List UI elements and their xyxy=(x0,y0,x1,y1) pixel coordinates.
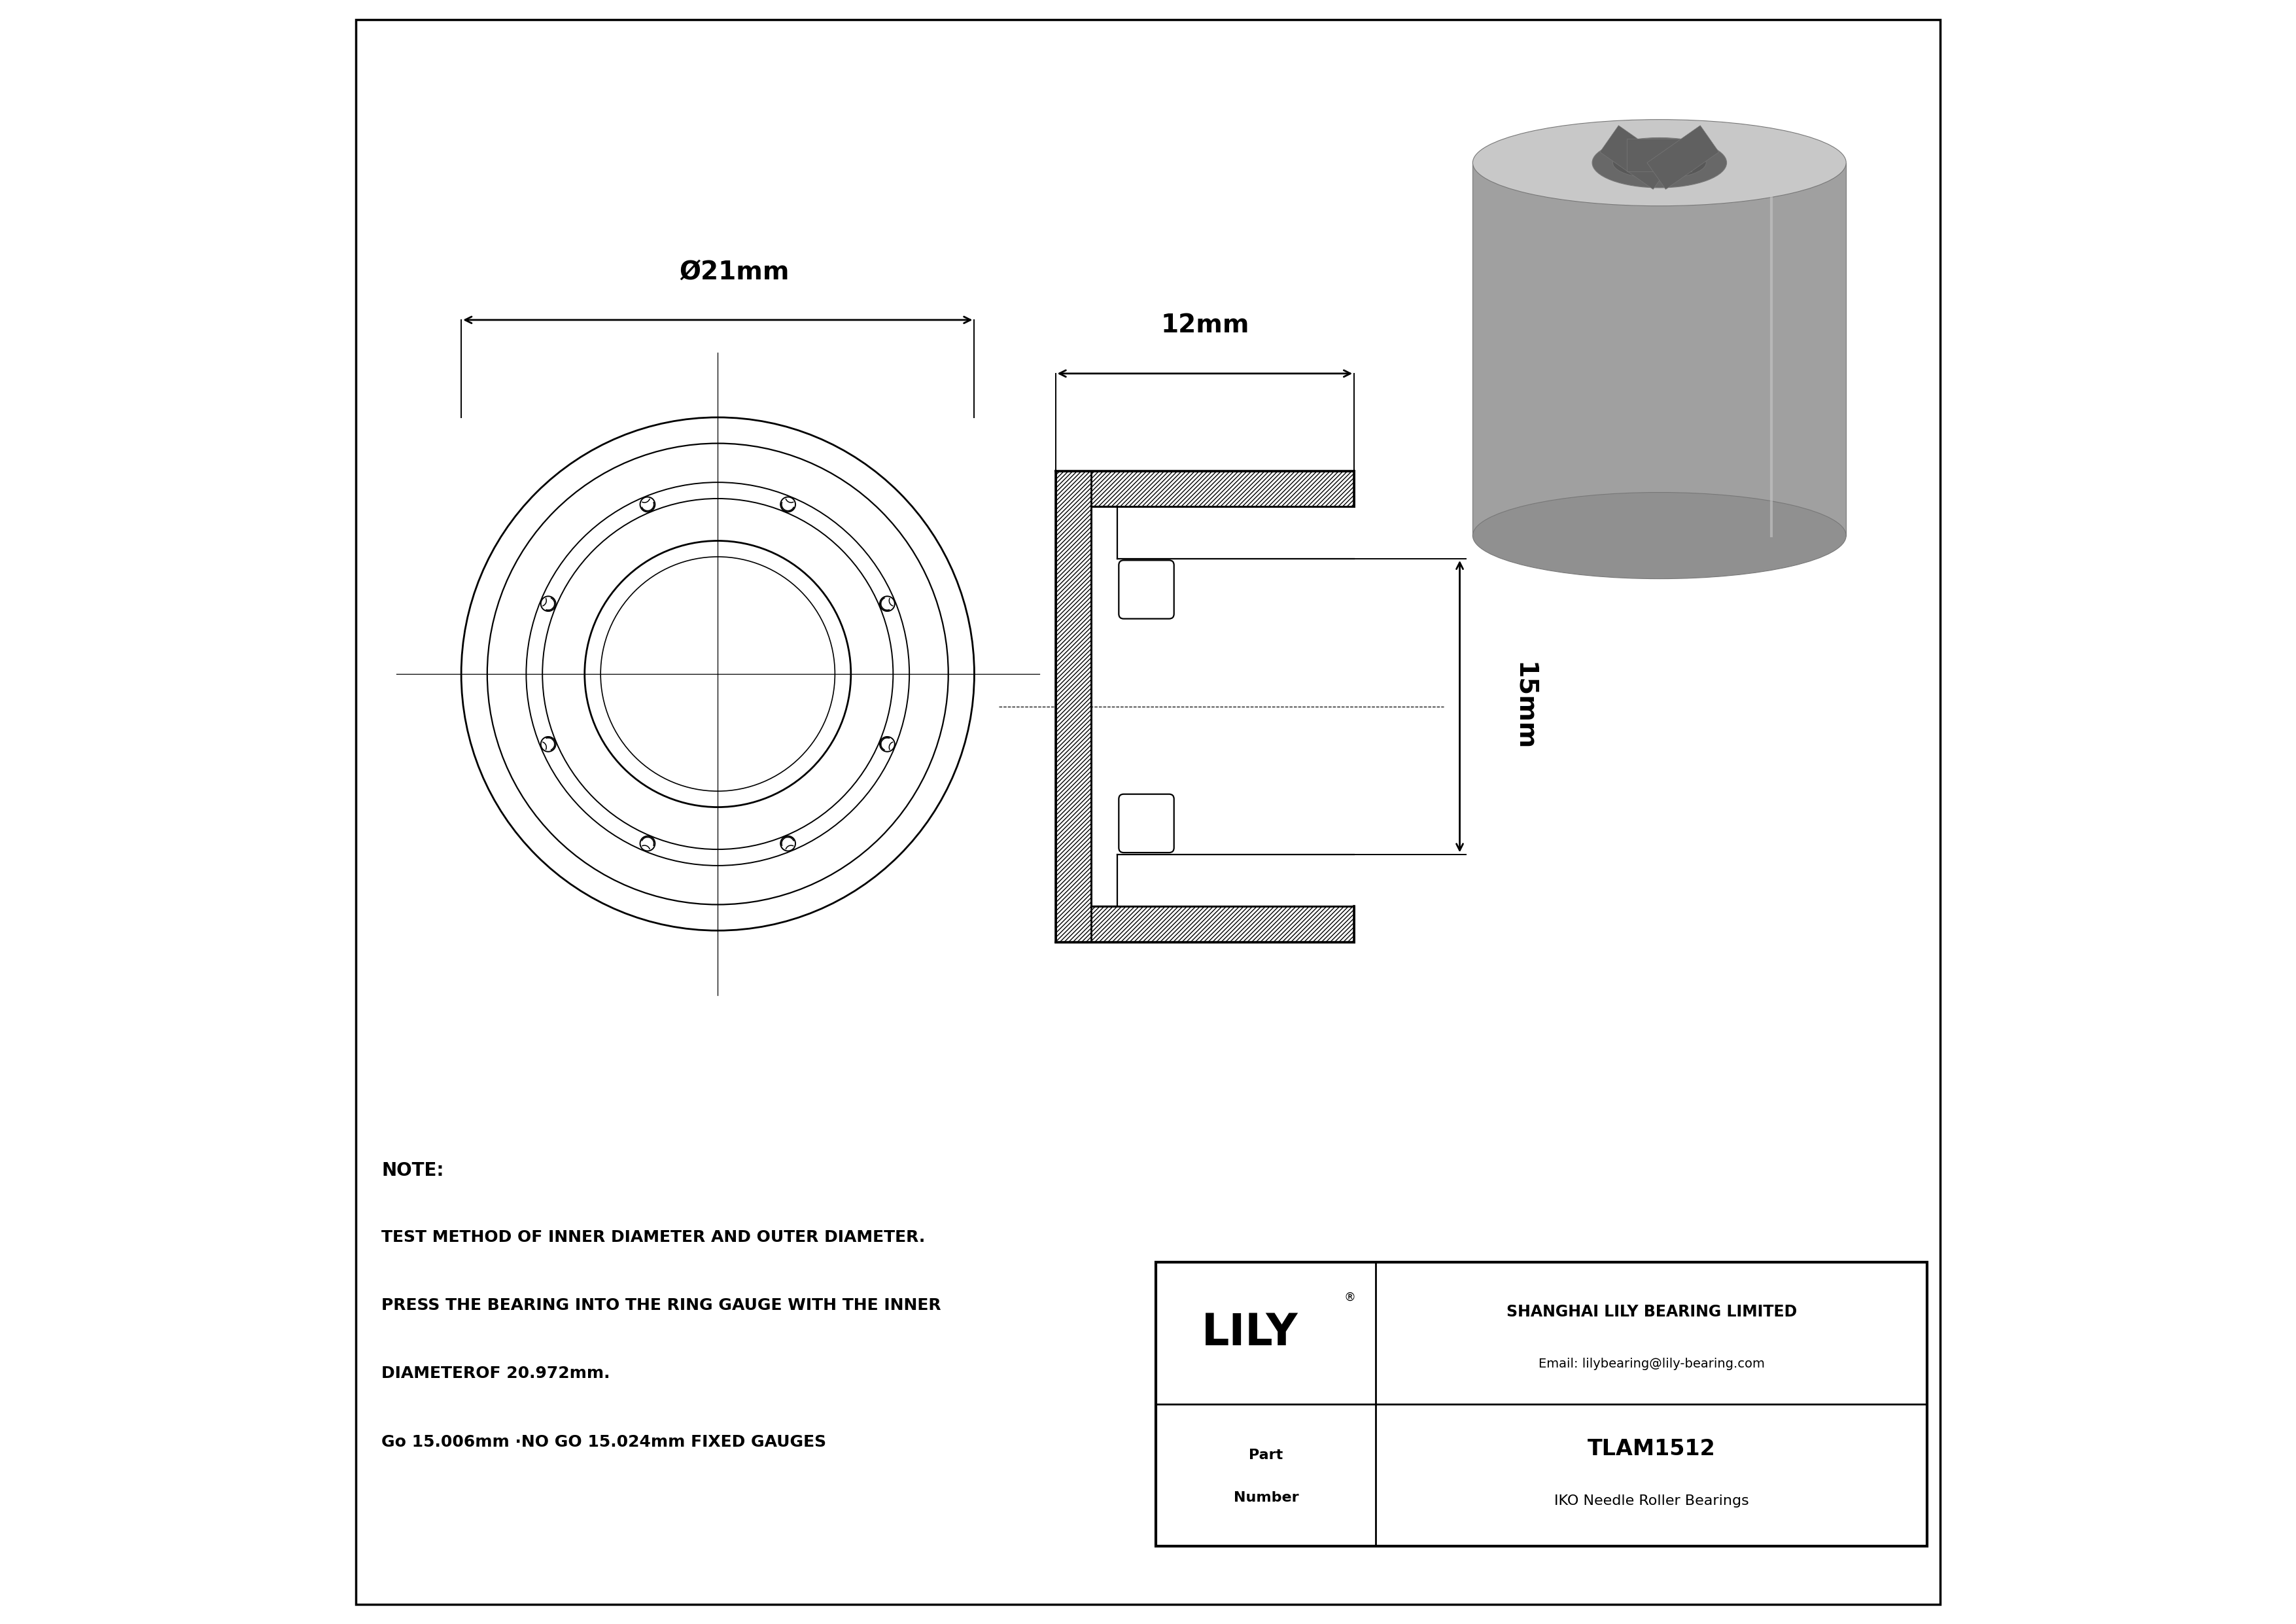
Text: 12mm: 12mm xyxy=(1159,313,1249,338)
Ellipse shape xyxy=(1591,138,1727,188)
Text: TLAM1512: TLAM1512 xyxy=(1587,1439,1715,1460)
Text: LILY: LILY xyxy=(1201,1311,1297,1354)
Text: IKO Needle Roller Bearings: IKO Needle Roller Bearings xyxy=(1554,1494,1750,1507)
Bar xyxy=(1056,906,1355,942)
Bar xyxy=(1056,471,1091,942)
Bar xyxy=(1600,125,1671,190)
Circle shape xyxy=(781,497,794,512)
Circle shape xyxy=(542,596,556,611)
Text: TEST METHOD OF INNER DIAMETER AND OUTER DIAMETER.: TEST METHOD OF INNER DIAMETER AND OUTER … xyxy=(381,1229,925,1246)
Text: Email: lilybearing@lily-bearing.com: Email: lilybearing@lily-bearing.com xyxy=(1538,1358,1766,1371)
Text: Part: Part xyxy=(1249,1449,1283,1462)
FancyBboxPatch shape xyxy=(1118,560,1173,619)
Circle shape xyxy=(781,836,794,851)
Ellipse shape xyxy=(1612,146,1706,179)
Text: SHANGHAI LILY BEARING LIMITED: SHANGHAI LILY BEARING LIMITED xyxy=(1506,1304,1798,1319)
FancyBboxPatch shape xyxy=(1118,794,1173,853)
Bar xyxy=(1472,162,1846,536)
Text: NOTE:: NOTE: xyxy=(381,1161,443,1179)
Ellipse shape xyxy=(1472,120,1846,206)
Circle shape xyxy=(542,737,556,752)
Text: PRESS THE BEARING INTO THE RING GAUGE WITH THE INNER: PRESS THE BEARING INTO THE RING GAUGE WI… xyxy=(381,1298,941,1314)
Circle shape xyxy=(641,836,654,851)
Bar xyxy=(1056,471,1355,507)
Bar xyxy=(1628,138,1692,171)
Circle shape xyxy=(879,737,895,752)
Ellipse shape xyxy=(1472,492,1846,578)
Text: ®: ® xyxy=(1343,1291,1355,1302)
Text: Go 15.006mm ·NO GO 15.024mm FIXED GAUGES: Go 15.006mm ·NO GO 15.024mm FIXED GAUGES xyxy=(381,1434,827,1450)
Text: Ø21mm: Ø21mm xyxy=(680,260,790,284)
Bar xyxy=(1157,1262,1926,1546)
Circle shape xyxy=(879,596,895,611)
Bar xyxy=(1646,125,1720,190)
Text: DIAMETEROF 20.972mm.: DIAMETEROF 20.972mm. xyxy=(381,1366,611,1382)
Text: Number: Number xyxy=(1233,1491,1300,1504)
Circle shape xyxy=(641,497,654,512)
Text: 15mm: 15mm xyxy=(1511,663,1536,750)
